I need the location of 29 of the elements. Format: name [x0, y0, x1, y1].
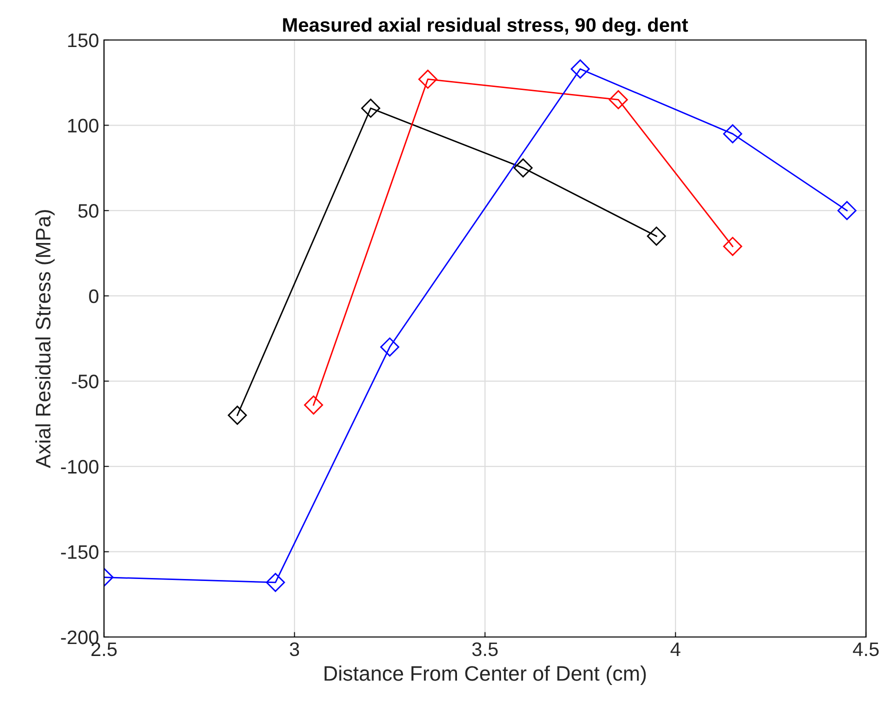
point: [514, 158, 533, 178]
x-axis-title: Distance From Center of Dent (cm): [324, 666, 646, 685]
point: [361, 98, 380, 118]
point: [266, 572, 285, 592]
point: [228, 406, 247, 425]
x-tick-label: 3: [290, 642, 300, 656]
point: [418, 70, 438, 89]
y-tick-label: 50: [78, 204, 98, 218]
chart-title: Measured axial residual stress, 90 deg. dent: [283, 18, 688, 36]
y-tick-label: -150: [61, 545, 98, 559]
point: [304, 395, 324, 415]
point: [380, 337, 400, 357]
point: [646, 226, 666, 246]
x-tick-label: 4.5: [852, 642, 879, 656]
point: [723, 236, 742, 256]
y-tick-label: -50: [72, 374, 98, 388]
y-tick-label: -100: [61, 460, 98, 474]
point: [837, 201, 856, 220]
x-tick-label: 2.5: [91, 642, 117, 656]
x-tick-label: 3.5: [472, 642, 498, 656]
y-axis-title: Axial Residual Stress (MPa): [35, 210, 55, 468]
y-tick-label: 0: [89, 289, 98, 304]
y-tick-label: 100: [68, 118, 98, 133]
x-tick-label: 4: [670, 642, 680, 656]
point: [723, 124, 742, 144]
y-tick-label: 150: [68, 33, 98, 48]
y-tick-label: -200: [61, 630, 98, 644]
point: [570, 59, 590, 79]
point: [608, 90, 628, 110]
